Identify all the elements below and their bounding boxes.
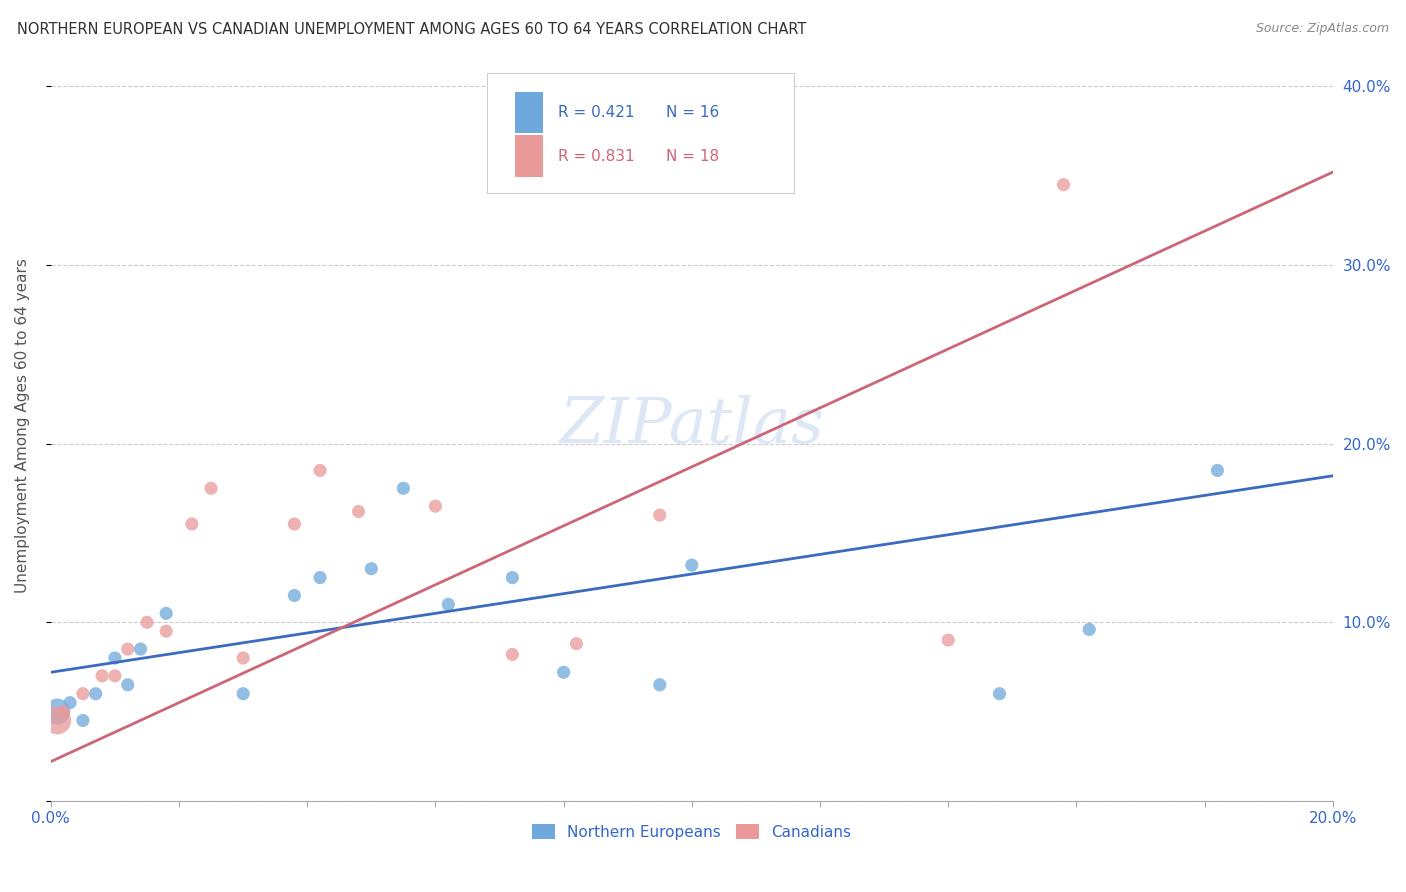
Point (501, 648, 523, 662)
Point (1078, 623, 1101, 637)
Point (501, 571, 523, 585)
Text: N = 18: N = 18 (666, 149, 720, 164)
Point (648, 678, 671, 692)
Point (129, 642, 152, 657)
Text: R = 0.421: R = 0.421 (558, 105, 636, 120)
Point (553, 665, 575, 680)
Point (59, 696, 82, 710)
Text: R = 0.831: R = 0.831 (558, 149, 636, 164)
Point (46, 714, 69, 728)
Point (72, 687, 94, 701)
Text: NORTHERN EUROPEAN VS CANADIAN UNEMPLOYMENT AMONG AGES 60 TO 64 YEARS CORRELATION: NORTHERN EUROPEAN VS CANADIAN UNEMPLOYME… (17, 22, 806, 37)
Text: Source: ZipAtlas.com: Source: ZipAtlas.com (1256, 22, 1389, 36)
FancyBboxPatch shape (515, 136, 543, 177)
Point (104, 651, 127, 665)
Point (232, 651, 254, 665)
Point (936, 633, 959, 648)
Point (104, 669, 127, 683)
FancyBboxPatch shape (486, 73, 794, 194)
Point (84, 687, 107, 701)
Y-axis label: Unemployment Among Ages 60 to 64 years: Unemployment Among Ages 60 to 64 years (15, 259, 30, 593)
Point (681, 558, 703, 573)
FancyBboxPatch shape (515, 92, 543, 133)
Point (180, 516, 202, 531)
Point (52, 705, 75, 719)
Point (117, 678, 139, 692)
Point (360, 562, 382, 576)
Point (232, 687, 254, 701)
Point (648, 508, 671, 522)
Point (1206, 463, 1229, 477)
Point (565, 637, 588, 651)
Point (136, 615, 159, 630)
Point (309, 463, 332, 477)
Point (988, 687, 1011, 701)
Point (309, 571, 332, 585)
Point (392, 481, 415, 495)
Text: N = 16: N = 16 (666, 105, 720, 120)
Point (425, 499, 447, 513)
Point (283, 516, 305, 531)
Point (117, 642, 139, 657)
Point (347, 504, 370, 518)
Point (155, 624, 177, 639)
Point (72, 714, 94, 728)
Point (46, 705, 69, 719)
Text: ZIPatlas: ZIPatlas (560, 395, 824, 457)
Legend: Northern Europeans, Canadians: Northern Europeans, Canadians (526, 818, 858, 846)
Point (1052, 178, 1074, 192)
Point (200, 481, 222, 495)
Point (437, 598, 460, 612)
Point (155, 607, 177, 621)
Point (283, 589, 305, 603)
Point (91, 669, 114, 683)
